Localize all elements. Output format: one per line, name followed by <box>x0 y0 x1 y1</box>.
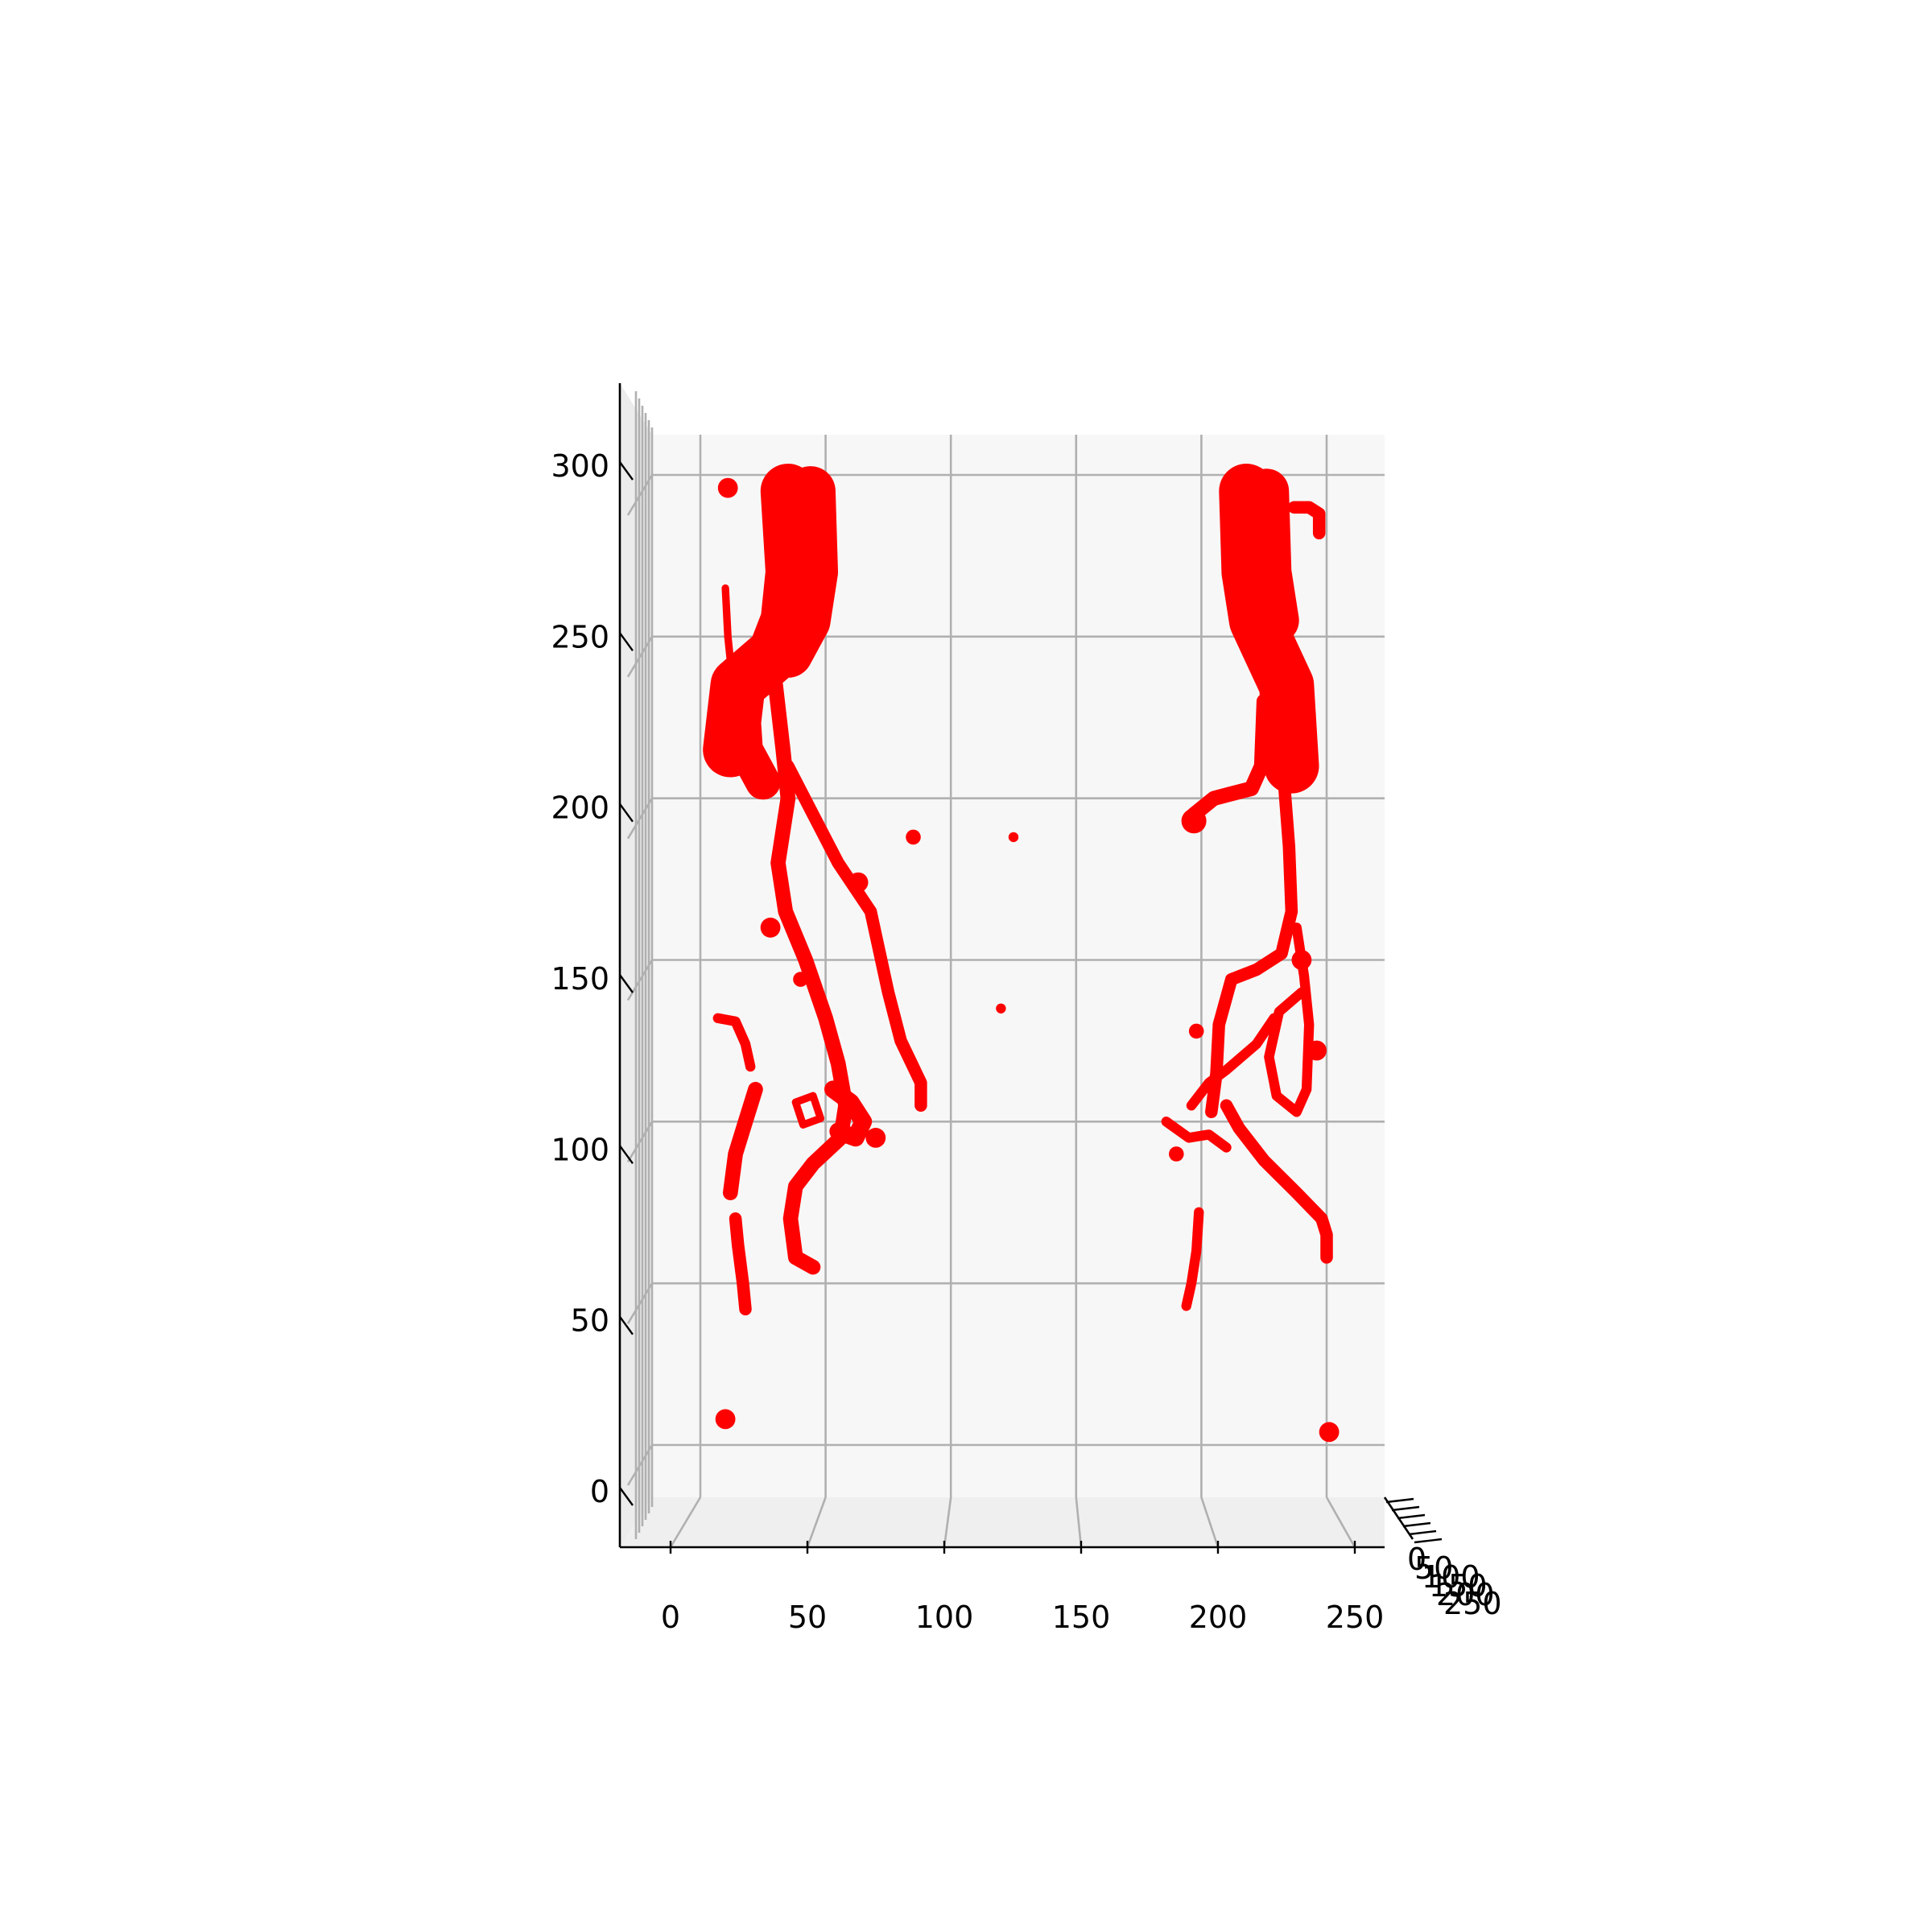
z-tick-label-300: 300 <box>551 448 609 484</box>
floor-grid-x-50 <box>806 1496 827 1548</box>
vessel-left-ring <box>791 1092 825 1129</box>
vessel-left-superficial-thin <box>721 584 737 689</box>
blob-right-bottom-dot <box>1319 1422 1340 1443</box>
blob-left-scatter-b <box>848 872 869 893</box>
blob-right-speck <box>1188 1023 1204 1039</box>
blob-left-scatter-c <box>760 917 781 938</box>
floor-grid-x-250 <box>1325 1496 1356 1548</box>
vessel-left-distal-a <box>722 1081 763 1200</box>
vessel-left-main-descending <box>768 677 853 1275</box>
x-tick-label-250: 250 <box>1326 1600 1385 1635</box>
blob-left-scatter-d <box>793 972 808 987</box>
vessel-left-distal-b <box>729 1212 752 1316</box>
blob-right-scatter-b <box>1307 1040 1327 1061</box>
y-tick-label-150: 150 <box>1429 1568 1488 1604</box>
blob-left-scatter-e <box>865 1128 886 1148</box>
z-tick-mark-300 <box>619 461 634 481</box>
y-tick-mark-150 <box>1402 1521 1431 1528</box>
floor-grid-x-0 <box>669 1496 702 1548</box>
z-tick-mark-100 <box>619 1145 634 1165</box>
floor-grid-x-100 <box>943 1496 952 1548</box>
x-tick-label-150: 150 <box>1052 1600 1111 1635</box>
blob-right-scatter-c <box>1169 1146 1184 1162</box>
z-tick-label-150: 150 <box>551 961 609 997</box>
vessel-right-upper-branch <box>1287 501 1326 540</box>
vessel-right-lower-branch <box>1220 1099 1333 1264</box>
y-tick-mark-50 <box>1391 1505 1420 1512</box>
floor-grid-x-200 <box>1200 1496 1220 1548</box>
floor-pane <box>620 1497 1385 1547</box>
blob-left-top-dot <box>717 477 738 498</box>
vessel-left-cluster-knee <box>824 1080 873 1147</box>
z-tick-label-0: 0 <box>590 1474 609 1509</box>
vessel-right-cluster-loop <box>1264 923 1315 1117</box>
y-tick-mark-100 <box>1397 1513 1426 1520</box>
grid-lines <box>626 391 1385 1548</box>
vessel-left-trunk-upper-wide <box>762 466 838 678</box>
y-tick-mark-200 <box>1408 1530 1437 1536</box>
y-tick-label-200: 200 <box>1436 1577 1495 1612</box>
vessel-right-cross-branch <box>1186 1013 1279 1111</box>
y-tick-label-100: 100 <box>1422 1559 1480 1595</box>
vessel-right-distal-thin <box>1181 1207 1204 1311</box>
x-tick-label-50: 50 <box>788 1600 827 1635</box>
vessel-point-cloud <box>703 463 1340 1443</box>
vessel-right-lateral-hook <box>1186 693 1272 823</box>
blob-mid-speck-b <box>996 1003 1006 1014</box>
z-tick-mark-50 <box>619 1315 634 1335</box>
tick-labels: 0 50 100 150 200 2500501001502002503000501001… <box>551 448 1501 1635</box>
vessel-left-branch-flare <box>723 658 781 800</box>
y-tick-mark-250 <box>1414 1538 1443 1544</box>
blob-left-scatter-a <box>906 829 921 845</box>
blob-right-scatter-a <box>1291 950 1312 970</box>
z-tick-label-50: 50 <box>571 1303 609 1339</box>
z-tick-label-250: 250 <box>551 619 609 654</box>
vessel-left-small-loop <box>804 519 835 583</box>
x-tick-label-100: 100 <box>915 1600 974 1635</box>
vessel-right-trunk-upper-wide <box>1244 469 1299 643</box>
vessel-right-left-spray <box>1161 1117 1232 1153</box>
x-tick-label-0: 0 <box>661 1600 680 1635</box>
z-tick-mark-150 <box>619 974 634 993</box>
y-tick-mark-0 <box>1385 1497 1414 1504</box>
blob-right-hook-end <box>1181 808 1207 834</box>
y-tick-label-250: 250 <box>1443 1586 1502 1621</box>
blob-mid-speck-a <box>1008 832 1019 843</box>
y-tick-label-0: 0 <box>1407 1542 1426 1577</box>
vessel-left-lateral-branch <box>782 759 927 1113</box>
blob-left-bottom-dot <box>715 1409 736 1430</box>
z-tick-mark-0 <box>619 1487 634 1506</box>
z-tick-label-200: 200 <box>551 791 609 826</box>
tick-marks <box>619 461 1443 1554</box>
vessel-right-main-descending <box>1205 646 1298 1119</box>
z-tick-label-100: 100 <box>551 1132 609 1167</box>
z-tick-mark-200 <box>619 803 634 823</box>
vessel-left-arc-small <box>712 1013 756 1072</box>
floor-grid-x-150 <box>1075 1496 1083 1548</box>
x-tick-label-200: 200 <box>1189 1600 1248 1635</box>
y-tick-label-50: 50 <box>1414 1550 1453 1586</box>
z-tick-mark-250 <box>619 632 634 652</box>
